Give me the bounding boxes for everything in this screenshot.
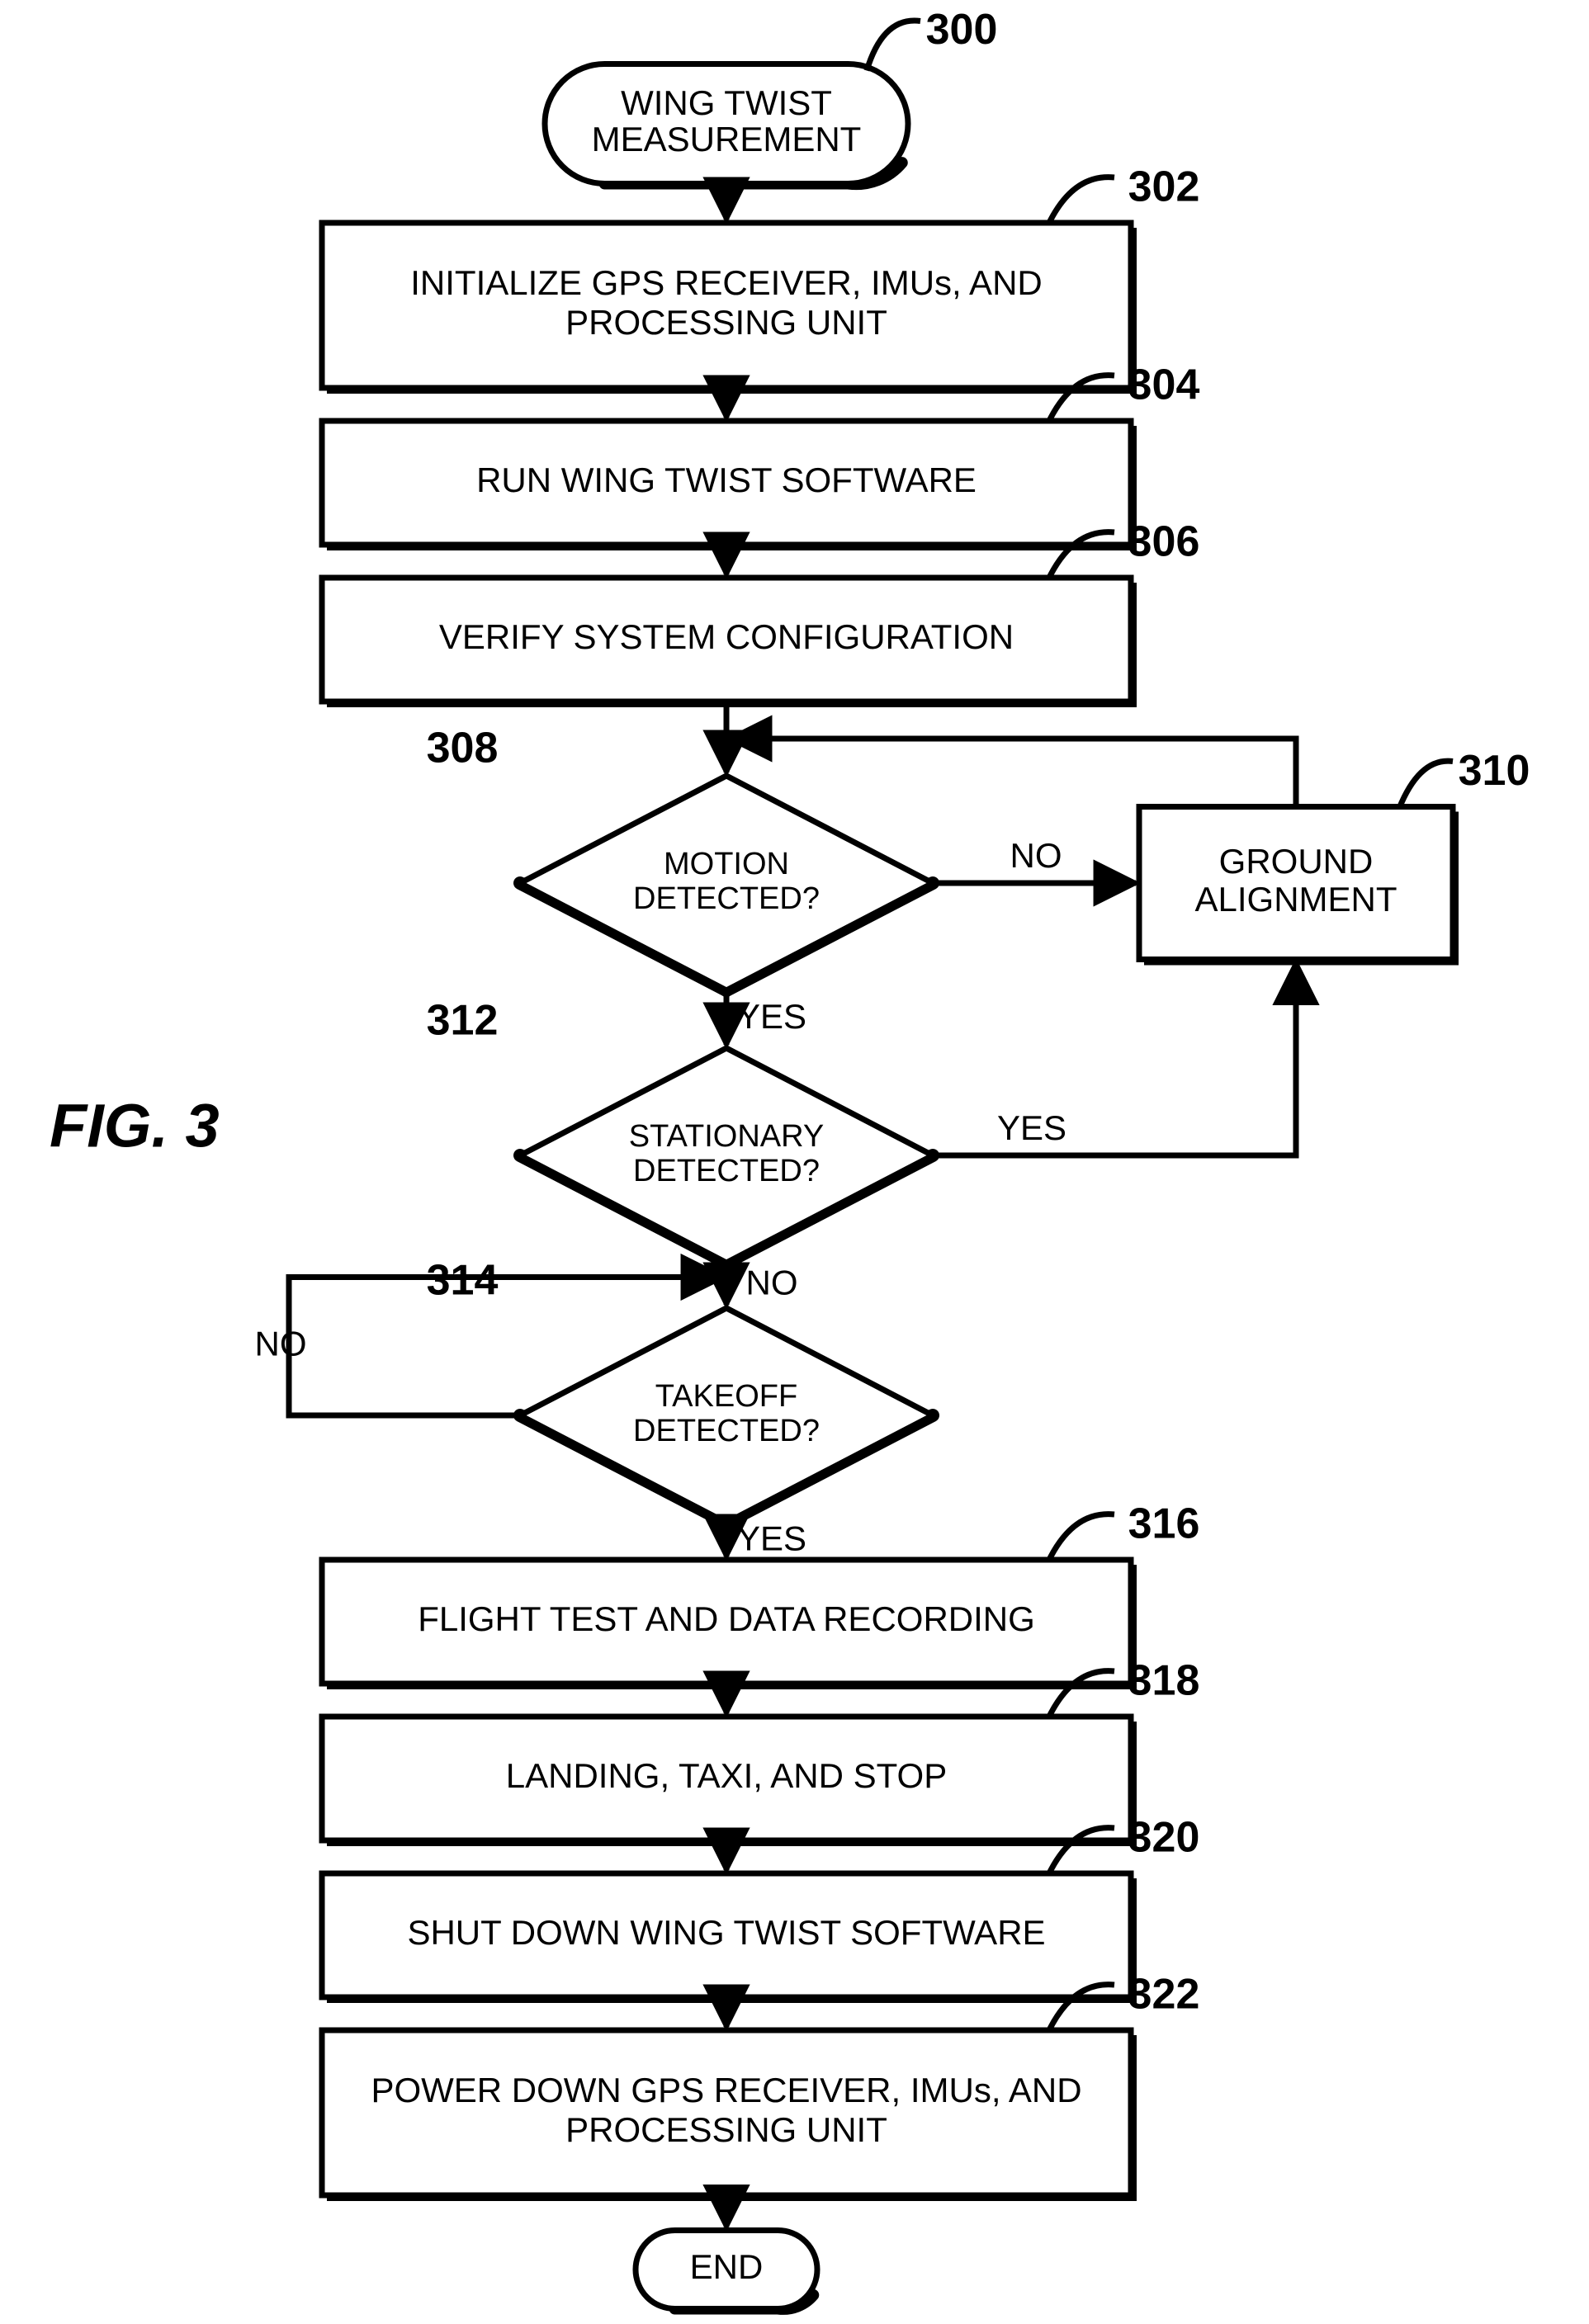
svg-text:300: 300 — [926, 6, 998, 54]
svg-text:END: END — [690, 2247, 764, 2286]
svg-text:318: 318 — [1128, 1657, 1200, 1705]
svg-text:308: 308 — [427, 725, 499, 772]
svg-text:WING TWIST: WING TWIST — [621, 83, 832, 122]
svg-text:NO: NO — [1010, 836, 1062, 875]
svg-text:FIG. 3: FIG. 3 — [50, 1092, 220, 1160]
flow-edge — [933, 963, 1296, 1156]
svg-text:306: 306 — [1128, 518, 1200, 566]
svg-text:302: 302 — [1128, 163, 1200, 211]
svg-text:ALIGNMENT: ALIGNMENT — [1194, 880, 1397, 919]
svg-text:DETECTED?: DETECTED? — [633, 1154, 820, 1188]
svg-text:LANDING, TAXI, AND STOP: LANDING, TAXI, AND STOP — [506, 1756, 947, 1795]
svg-text:320: 320 — [1128, 1814, 1200, 1862]
svg-text:316: 316 — [1128, 1500, 1200, 1548]
svg-text:GROUND: GROUND — [1219, 842, 1374, 881]
svg-text:322: 322 — [1128, 1971, 1200, 2019]
svg-text:314: 314 — [427, 1257, 499, 1305]
svg-text:POWER DOWN GPS RECEIVER, IMUs,: POWER DOWN GPS RECEIVER, IMUs, AND — [371, 2071, 1081, 2109]
svg-text:PROCESSING UNIT: PROCESSING UNIT — [565, 303, 887, 342]
svg-text:312: 312 — [427, 997, 499, 1045]
svg-text:SHUT DOWN WING TWIST SOFTWARE: SHUT DOWN WING TWIST SOFTWARE — [407, 1913, 1045, 1952]
svg-text:NO: NO — [255, 1324, 307, 1363]
svg-text:TAKEOFF: TAKEOFF — [655, 1379, 797, 1414]
svg-text:DETECTED?: DETECTED? — [633, 881, 820, 916]
svg-text:MEASUREMENT: MEASUREMENT — [592, 120, 862, 158]
svg-text:INITIALIZE GPS RECEIVER, IMUs,: INITIALIZE GPS RECEIVER, IMUs, AND — [410, 263, 1042, 302]
svg-text:YES: YES — [997, 1108, 1066, 1147]
svg-text:YES: YES — [737, 997, 806, 1036]
svg-text:VERIFY SYSTEM CONFIGURATION: VERIFY SYSTEM CONFIGURATION — [439, 617, 1014, 656]
svg-text:FLIGHT TEST AND DATA RECORDING: FLIGHT TEST AND DATA RECORDING — [418, 1599, 1035, 1638]
svg-text:304: 304 — [1128, 361, 1200, 409]
svg-text:PROCESSING UNIT: PROCESSING UNIT — [565, 2110, 887, 2149]
svg-text:NO: NO — [746, 1264, 798, 1302]
svg-text:YES: YES — [737, 1519, 806, 1558]
svg-text:DETECTED?: DETECTED? — [633, 1414, 820, 1448]
svg-text:310: 310 — [1459, 747, 1530, 795]
flow-edge — [730, 739, 1296, 807]
svg-text:MOTION: MOTION — [664, 847, 789, 881]
svg-text:STATIONARY: STATIONARY — [629, 1119, 824, 1154]
svg-text:RUN WING TWIST SOFTWARE: RUN WING TWIST SOFTWARE — [476, 461, 977, 499]
